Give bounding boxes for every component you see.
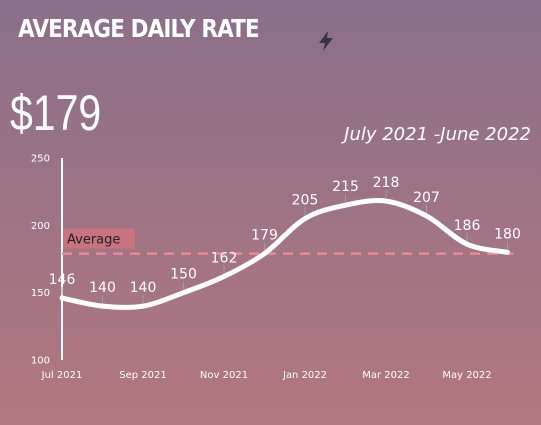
series-line (59, 198, 510, 310)
data-label: 150 (170, 267, 197, 283)
x-tick-label: Jan 2022 (282, 370, 327, 381)
data-label: 180 (494, 226, 521, 242)
average-label: Average (67, 233, 120, 248)
date-range: July 2021 -June 2022 (344, 124, 531, 145)
data-label: 205 (292, 193, 319, 209)
data-label: 215 (332, 179, 359, 195)
x-tick-label: Jul 2021 (41, 370, 83, 381)
x-tick-label: Mar 2022 (362, 370, 410, 381)
data-label: 140 (89, 280, 116, 296)
y-tick-label: 100 (31, 356, 50, 367)
x-tick-label: May 2022 (442, 370, 491, 381)
y-tick-label: 150 (31, 288, 50, 299)
headline-value: $179 (10, 85, 102, 141)
chart-title: AVERAGE DAILY RATE (18, 14, 260, 43)
x-tick-label: Nov 2021 (200, 370, 248, 381)
data-label: 140 (130, 280, 157, 296)
x-tick-label: Sep 2021 (119, 370, 166, 381)
data-label: 218 (373, 175, 400, 191)
data-label: 162 (211, 251, 238, 267)
average-label-box (63, 228, 135, 249)
data-label: 146 (49, 272, 76, 288)
data-label: 179 (251, 228, 278, 244)
y-tick-label: 200 (31, 221, 50, 232)
lightning-bolt-icon (319, 31, 333, 51)
data-label: 207 (413, 190, 440, 206)
data-label: 186 (454, 218, 481, 234)
y-tick-label: 250 (31, 154, 50, 165)
